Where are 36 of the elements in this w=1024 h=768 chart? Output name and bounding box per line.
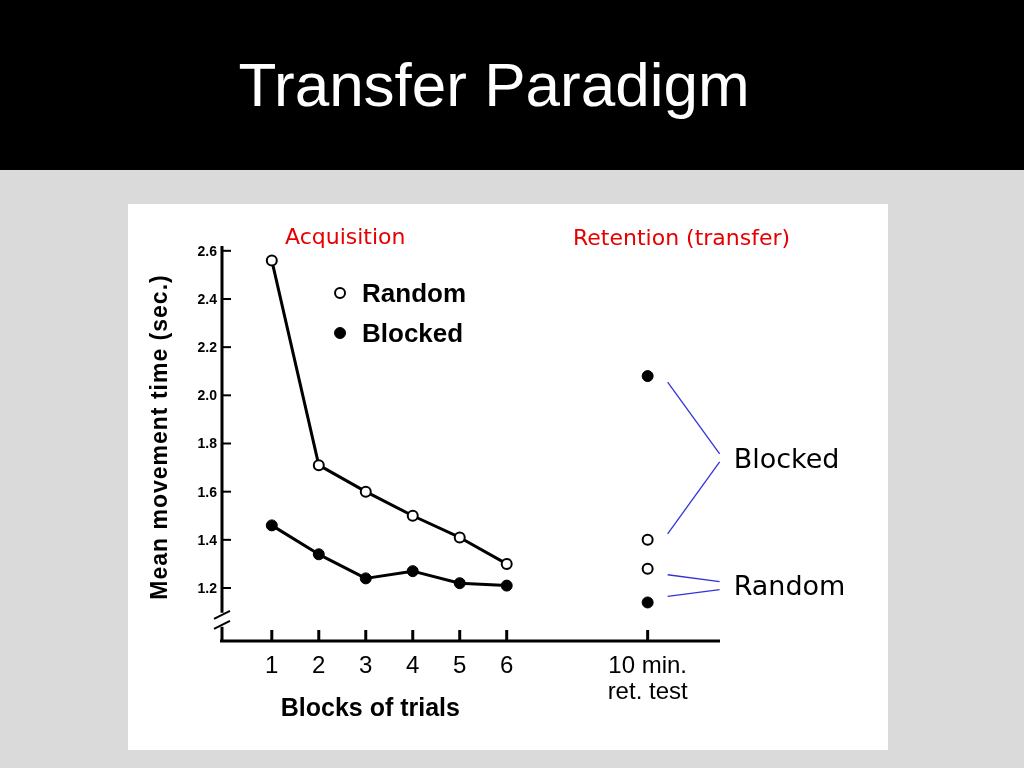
x-tick-label: 3	[359, 651, 373, 678]
point	[265, 254, 278, 267]
point	[453, 577, 466, 590]
x-tick-label: 6	[500, 651, 514, 678]
point	[359, 485, 372, 498]
point	[453, 531, 466, 544]
x-tick-label: 4	[406, 651, 420, 678]
point	[359, 572, 372, 585]
y-tick-label: 1.4	[197, 531, 218, 548]
text: Random	[733, 570, 846, 602]
point	[500, 557, 513, 570]
legend-label: Random	[362, 278, 467, 309]
y-axis-title: Mean movement time (sec.)	[146, 274, 172, 600]
annotation: Retention (transfer)	[573, 225, 791, 250]
point	[312, 548, 325, 561]
annotation: Acquisition	[285, 224, 406, 249]
x-axis-title: Blocks of trials	[280, 693, 460, 721]
y-tick-label: 1.6	[197, 483, 218, 500]
text: Blocked	[733, 442, 840, 474]
chart-title: Transfer Paradigm	[238, 50, 750, 119]
y-tick-label: 1.8	[197, 435, 218, 452]
y-tick-label: 2.2	[197, 339, 218, 356]
point	[500, 579, 513, 592]
y-tick-label: 2.0	[197, 387, 218, 404]
point	[312, 459, 325, 472]
point	[406, 565, 419, 578]
point	[265, 519, 278, 532]
x-tick-label: 1	[265, 651, 279, 678]
x-tick-label: 10 min. ret. test	[607, 651, 688, 704]
y-tick-label: 1.2	[197, 579, 218, 596]
point	[406, 509, 419, 522]
legend-label: Blocked	[362, 318, 464, 349]
y-tick-label: 2.6	[197, 242, 218, 259]
y-tick-label: 2.4	[197, 290, 218, 307]
x-tick-label: 2	[312, 651, 326, 678]
x-tick-label: 5	[453, 651, 467, 678]
